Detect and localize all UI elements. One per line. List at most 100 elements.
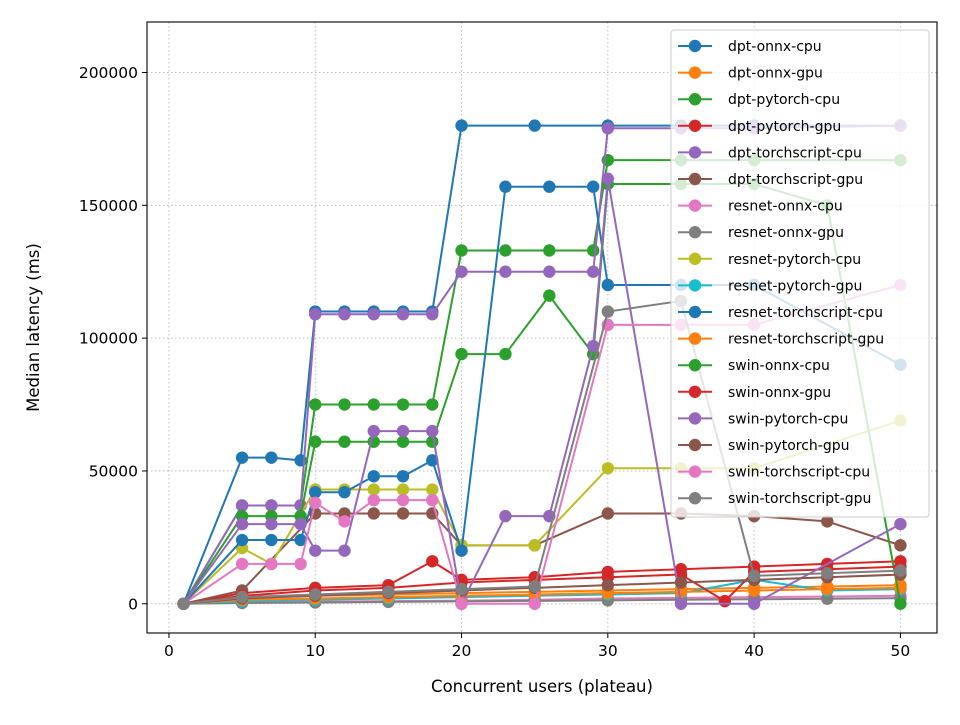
data-point (426, 398, 439, 411)
data-point (177, 597, 190, 610)
series-line (183, 565, 901, 605)
legend-marker (688, 252, 702, 265)
data-point (499, 244, 512, 257)
data-point (821, 567, 834, 580)
data-point (235, 533, 249, 547)
legend-label: dpt-torchscript-gpu (728, 172, 863, 188)
legend-marker (688, 226, 702, 239)
data-point (543, 244, 556, 257)
data-point (674, 597, 688, 610)
data-point (601, 172, 615, 185)
legend-item: resnet-onnx-gpu (678, 225, 844, 241)
data-point (294, 517, 307, 531)
legend-marker (688, 199, 702, 212)
data-point (587, 180, 600, 193)
legend-item: resnet-pytorch-cpu (678, 252, 861, 268)
data-point (747, 597, 761, 610)
series-line (183, 560, 901, 605)
legend-label: swin-onnx-gpu (728, 385, 831, 401)
data-point (265, 533, 278, 547)
x-axis-label: Concurrent users (plateau) (431, 677, 653, 696)
data-point (367, 483, 380, 496)
legend-item: dpt-pytorch-cpu (678, 92, 840, 108)
data-point (382, 585, 395, 599)
y-tick-label: 200000 (79, 64, 138, 82)
data-point (499, 265, 512, 278)
data-point (235, 557, 249, 571)
y-tick-label: 50000 (89, 462, 138, 480)
legend-item: swin-onnx-gpu (678, 385, 831, 401)
data-point (528, 597, 541, 610)
data-point (601, 578, 615, 592)
data-point (894, 597, 907, 610)
data-point (265, 517, 278, 531)
legend-marker (688, 492, 702, 505)
legend-label: swin-pytorch-gpu (728, 438, 850, 454)
plot-frame (146, 21, 938, 634)
axis-ticks: 0 10 20 30 40 50 0 50000 100000 150000 200000 (79, 64, 910, 660)
x-tick-label: 0 (164, 642, 174, 660)
data-point (426, 308, 439, 321)
data-point (294, 557, 307, 571)
data-point (426, 454, 439, 467)
x-tick-label: 20 (452, 642, 472, 660)
data-point (338, 308, 351, 321)
data-point (821, 515, 834, 528)
y-tick-label: 100000 (79, 330, 138, 348)
legend-marker (688, 279, 702, 292)
x-tick-label: 10 (305, 642, 325, 660)
legend-marker (688, 146, 702, 159)
data-point (455, 597, 468, 610)
legend-label: dpt-onnx-cpu (728, 39, 822, 55)
data-point (235, 499, 249, 512)
y-axis-label: Median latency (ms) (24, 243, 43, 412)
data-point (543, 180, 556, 193)
data-point (309, 486, 322, 499)
series-swin-torchscript-cpu (177, 278, 907, 610)
legend-label: dpt-pytorch-cpu (728, 92, 840, 108)
series-resnet-torchscript-cpu (177, 180, 907, 610)
y-tick-label: 150000 (79, 197, 138, 215)
data-point (396, 435, 410, 448)
legend-label: dpt-onnx-gpu (728, 66, 823, 82)
data-point (309, 308, 322, 321)
data-point (455, 244, 468, 257)
data-point (309, 544, 322, 557)
legend-marker (688, 172, 702, 186)
data-point (294, 533, 307, 547)
legend-item: dpt-torchscript-cpu (678, 145, 862, 161)
legend-marker (688, 39, 702, 53)
data-point (455, 347, 468, 361)
x-tick-label: 30 (598, 642, 618, 660)
legend-marker (688, 412, 702, 425)
data-point (587, 244, 600, 257)
data-point (528, 119, 541, 132)
x-tick-label: 50 (891, 642, 911, 660)
data-point (601, 278, 615, 292)
legend-label: resnet-pytorch-gpu (728, 278, 862, 294)
legend-label: resnet-onnx-gpu (728, 225, 844, 241)
legend-label: dpt-torchscript-cpu (728, 145, 862, 161)
legend-item: resnet-pytorch-gpu (678, 278, 862, 294)
data-point (265, 451, 278, 464)
data-point (235, 590, 249, 604)
data-point (426, 493, 439, 507)
data-point (601, 462, 615, 475)
y-tick-label: 0 (128, 595, 138, 613)
legend-item: resnet-torchscript-cpu (678, 305, 883, 321)
series-line (182, 419, 901, 605)
legend-marker (688, 359, 702, 372)
data-point (601, 122, 615, 135)
legend-item: resnet-onnx-cpu (678, 199, 843, 215)
data-point (455, 119, 468, 132)
data-point (367, 470, 380, 483)
data-point (426, 483, 439, 496)
data-point (338, 398, 351, 411)
data-point (396, 424, 410, 438)
data-point (455, 544, 468, 557)
data-point (338, 435, 351, 448)
data-point (674, 576, 688, 589)
legend: dpt-onnx-cpu dpt-onnx-gpu dpt-pytorch-cpu d… (670, 29, 930, 518)
data-point (309, 588, 322, 601)
